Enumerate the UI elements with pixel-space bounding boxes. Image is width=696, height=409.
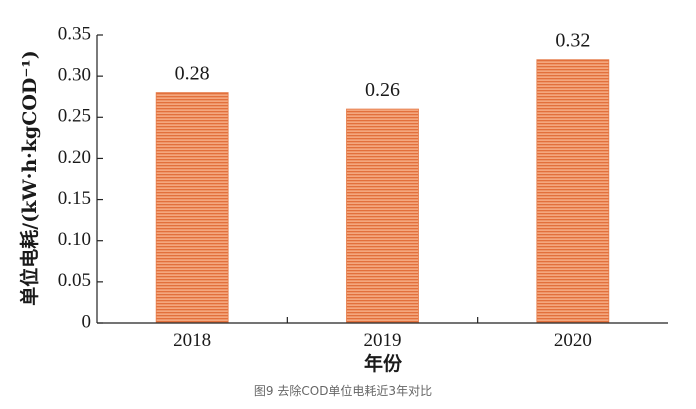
bar-2018 xyxy=(155,92,229,324)
x-ticks-group: 2018 2019 2020 xyxy=(173,317,592,351)
y-tick-label: 0.30 xyxy=(58,65,91,86)
y-tick-label: 0 xyxy=(82,311,92,332)
figure-caption: 图9 去除COD单位电耗近3年对比 xyxy=(254,383,432,398)
data-label-2018: 0.28 xyxy=(175,63,210,85)
bar-2020 xyxy=(536,59,610,324)
y-tick-label: 0.20 xyxy=(58,147,91,168)
y-tick-label: 0.15 xyxy=(58,188,91,209)
y-tick-label: 0.25 xyxy=(58,106,91,127)
x-axis-title: 年份 xyxy=(364,352,403,375)
y-tick-label: 0.10 xyxy=(58,229,91,250)
x-tick-label-2018: 2018 xyxy=(173,330,211,351)
x-tick-label-2020: 2020 xyxy=(554,330,592,351)
data-label-2020: 0.32 xyxy=(555,30,590,52)
data-labels-group: 0.28 0.26 0.32 xyxy=(175,30,591,101)
bars-group xyxy=(155,59,610,324)
y-tick-label: 0.05 xyxy=(58,270,91,291)
x-tick-label-2019: 2019 xyxy=(364,330,402,351)
data-label-2019: 0.26 xyxy=(365,79,400,101)
bar-2019 xyxy=(346,108,419,324)
y-ticks-group: 0 0.05 0.10 0.15 0.20 0.25 0.30 0.35 xyxy=(58,23,103,332)
y-tick-label: 0.35 xyxy=(58,23,91,44)
y-axis-title: 单位电耗/(kW·h·kgCOD⁻¹) xyxy=(18,50,41,305)
